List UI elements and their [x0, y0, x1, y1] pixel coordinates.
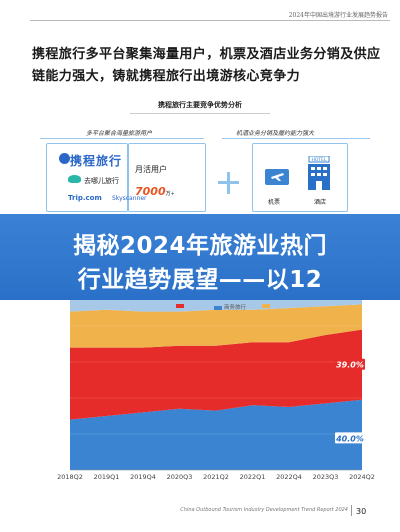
stacked-area-chart: 2018Q2 2019Q1 2019Q4 2020Q3 2021Q2 2022Q1 2022… [49, 290, 375, 481]
ctrip-logo: 携程旅行 [70, 154, 123, 168]
qunar-logo: 去哪儿旅行 [84, 177, 119, 185]
airline-label: 机票 [268, 199, 281, 206]
area-series-3 [70, 304, 362, 348]
x-tick-label: 2019Q4 [130, 473, 156, 481]
plus-icon-bar [218, 181, 239, 184]
chart-annotations: 40.0% 39.0% [335, 358, 365, 444]
left-subtitle-rule [40, 138, 204, 139]
legend-item-3 [262, 303, 272, 309]
banner-title-line1: 揭秘2024年旅游业热门 [72, 233, 327, 259]
x-tick-label: 2022Q1 [240, 473, 266, 481]
right-subtitle-rule [222, 138, 370, 139]
area-series-1 [70, 399, 362, 470]
skyscanner-logo: Skyscanner [112, 195, 147, 202]
legend-label-2: 商务旅行 [224, 305, 247, 311]
airline-ticket-icon [265, 169, 289, 185]
hotel-building-icon: HOTEL [308, 156, 330, 190]
legend-swatch-2 [214, 305, 222, 310]
mau-value: 7000万+ [135, 185, 175, 198]
mau-number: 7000 [135, 185, 166, 198]
page-headline: 携程旅行多平台聚集海量用户，机票及酒店业务分销及供应链能力强大，铸就携程旅行出境… [32, 47, 381, 84]
figure-title: 携程旅行主要竞争优势分析 [158, 101, 242, 109]
report-header: 2024年中国出境游行业发展趋势报告 [288, 12, 388, 19]
hotel-sign-text: HOTEL [311, 157, 327, 163]
x-tick-label: 2020Q3 [167, 473, 193, 481]
annotation-box [335, 358, 365, 370]
mau-unit: 万+ [165, 191, 175, 197]
x-tick-label: 2018Q2 [57, 473, 83, 481]
chart-grid [70, 325, 362, 471]
annotation-label: 39.0% [336, 361, 364, 370]
hotel-label: 酒店 [314, 199, 327, 206]
banner-title-line2: 行业趋势展望——以12 [77, 267, 323, 293]
legend-swatch-1 [176, 303, 184, 308]
x-tick-label: 2019Q1 [94, 473, 120, 481]
x-tick-label: 2024Q2 [349, 473, 375, 481]
right-subtitle: 机酒业务分销及履约能力强大 [236, 130, 315, 137]
footer-divider [351, 505, 352, 516]
legend-item-2: 商务旅行 [214, 303, 246, 311]
legend-item-1 [176, 303, 186, 309]
x-tick-label: 2023Q3 [313, 473, 339, 481]
header-divider [30, 20, 390, 21]
annotation-label: 40.0% [335, 434, 364, 443]
x-tick-label: 2021Q2 [203, 473, 229, 481]
annotation-box [335, 432, 365, 444]
chart-area-layer [70, 290, 362, 470]
left-subtitle: 多平台聚合海量旅游用户 [86, 130, 153, 137]
tripcom-logo: Trip.com [68, 194, 102, 202]
ctrip-logo-icon [59, 153, 70, 164]
footer-source: China Outbound Tourism Industry Developm… [180, 507, 348, 513]
page-number: 30 [356, 507, 367, 516]
legend-swatch-3 [262, 303, 270, 308]
title-banner [0, 214, 400, 300]
mau-label: 月活用户 [135, 165, 167, 174]
mau-box [128, 143, 206, 212]
area-series-2 [70, 329, 362, 420]
x-tick-label: 2022Q4 [276, 473, 302, 481]
qunar-camel-icon [68, 175, 81, 183]
figure-title-divider [130, 113, 270, 114]
